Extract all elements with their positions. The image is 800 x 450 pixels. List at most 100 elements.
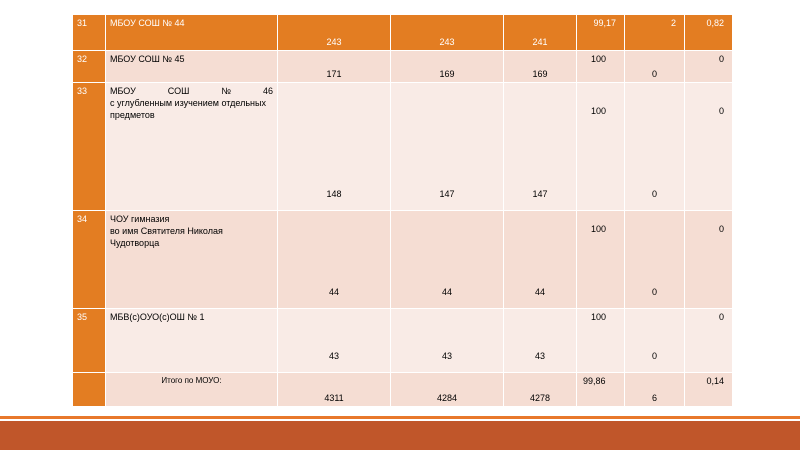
value-cell-6: 0 (684, 50, 733, 83)
value-cell-2: 43 (390, 308, 504, 373)
value-4: 100 (591, 224, 607, 234)
value-5: 2 (670, 18, 676, 28)
row-number-text: 35 (77, 312, 88, 322)
school-name-part: СОШ (167, 86, 190, 96)
school-name-part: № (221, 86, 231, 96)
value-6: 0,82 (706, 18, 724, 28)
footer-accent-line (0, 416, 800, 419)
value-cell-3: 44 (503, 210, 577, 309)
school-name: Чудотворца (110, 238, 160, 248)
value-1: 148 (326, 189, 342, 199)
value-5: 0 (651, 351, 657, 361)
school-name: ЧОУ гимназия (110, 214, 170, 224)
value-cell-1: 44 (277, 210, 391, 309)
value-1: 243 (326, 37, 342, 47)
value-cell-4: 100 (576, 50, 625, 83)
value-cell-2: 44 (390, 210, 504, 309)
school-name-cell: МБВ(с)ОУО(с)ОШ № 1 (105, 308, 278, 373)
value-cell-3: 169 (503, 50, 577, 83)
value-4: 99,17 (593, 18, 616, 28)
value-cell-3: 4278 (503, 372, 577, 407)
value-cell-5: 0 (624, 308, 685, 373)
table-row: 31 МБОУ СОШ № 44 243 243 241 99,17 2 0,8… (72, 14, 733, 51)
value-cell-2: 169 (390, 50, 504, 83)
total-label-cell: Итого по МОУО: (105, 372, 278, 407)
row-number: 34 (72, 210, 106, 309)
value-cell-5: 2 (624, 14, 685, 51)
value-2: 169 (439, 69, 455, 79)
row-number: 35 (72, 308, 106, 373)
school-name: МБВ(с)ОУО(с)ОШ № 1 (110, 312, 205, 322)
value-4: 99,86 (583, 376, 606, 386)
value-5: 0 (651, 69, 657, 79)
row-number-text: 33 (77, 86, 88, 96)
value-3: 147 (532, 189, 548, 199)
school-name-cell: ЧОУ гимназия во имя Святителя Николая Чу… (105, 210, 278, 309)
value-cell-5: 0 (624, 82, 685, 211)
value-cell-1: 148 (277, 82, 391, 211)
row-number-text: 34 (77, 214, 88, 224)
value-6: 0,14 (706, 376, 724, 386)
school-name-part: 46 (262, 86, 273, 96)
value-2: 243 (439, 37, 455, 47)
value-cell-1: 171 (277, 50, 391, 83)
school-name: предметов (110, 110, 155, 120)
school-name: МБОУ СОШ № 44 (110, 18, 185, 28)
row-number (72, 372, 106, 407)
row-number-text: 31 (77, 18, 88, 28)
row-number: 32 (72, 50, 106, 83)
school-name: МБОУ СОШ № 45 (110, 54, 185, 64)
value-1: 44 (328, 287, 339, 297)
row-number-text: 32 (77, 54, 88, 64)
table-row: 32 МБОУ СОШ № 45 171 169 169 100 0 0 (72, 50, 733, 83)
value-cell-1: 243 (277, 14, 391, 51)
school-name-part: МБОУ (110, 86, 136, 96)
value-cell-2: 147 (390, 82, 504, 211)
table-row: 34 ЧОУ гимназия во имя Святителя Николая… (72, 210, 733, 309)
value-1: 4311 (324, 393, 344, 403)
value-2: 147 (439, 189, 455, 199)
value-cell-5: 6 (624, 372, 685, 407)
value-6: 0 (718, 106, 724, 116)
school-name: во имя Святителя Николая (110, 226, 223, 236)
value-6: 0 (718, 54, 724, 64)
footer-bar (0, 421, 800, 450)
value-cell-6: 0,14 (684, 372, 733, 407)
value-6: 0 (718, 224, 724, 234)
value-2: 43 (441, 351, 452, 361)
value-cell-6: 0 (684, 82, 733, 211)
value-cell-6: 0 (684, 210, 733, 309)
value-cell-5: 0 (624, 50, 685, 83)
value-1: 171 (326, 69, 342, 79)
value-cell-6: 0,82 (684, 14, 733, 51)
value-6: 0 (718, 312, 724, 322)
results-table: 31 МБОУ СОШ № 44 243 243 241 99,17 2 0,8… (72, 14, 733, 407)
value-3: 44 (534, 287, 545, 297)
value-cell-3: 147 (503, 82, 577, 211)
value-5: 6 (651, 393, 657, 403)
value-cell-6: 0 (684, 308, 733, 373)
value-2: 4284 (436, 393, 458, 403)
value-3: 241 (532, 37, 548, 47)
value-cell-3: 241 (503, 14, 577, 51)
value-cell-1: 43 (277, 308, 391, 373)
school-name-first-line: МБОУ СОШ № 46 (110, 85, 273, 97)
value-cell-4: 99,17 (576, 14, 625, 51)
table-row: 33 МБОУ СОШ № 46 с углубленным изучением… (72, 82, 733, 211)
school-name-cell: МБОУ СОШ № 44 (105, 14, 278, 51)
value-4: 100 (591, 54, 607, 64)
value-2: 44 (441, 287, 452, 297)
value-1: 43 (328, 351, 339, 361)
row-number: 31 (72, 14, 106, 51)
value-cell-4: 100 (576, 308, 625, 373)
value-3: 169 (532, 69, 548, 79)
value-3: 4278 (529, 393, 551, 403)
row-number: 33 (72, 82, 106, 211)
school-name-cell: МБОУ СОШ № 46 с углубленным изучением от… (105, 82, 278, 211)
value-cell-2: 4284 (390, 372, 504, 407)
value-4: 100 (591, 106, 607, 116)
value-cell-2: 243 (390, 14, 504, 51)
results-table-container: 31 МБОУ СОШ № 44 243 243 241 99,17 2 0,8… (72, 14, 733, 407)
school-name-cell: МБОУ СОШ № 45 (105, 50, 278, 83)
value-3: 43 (534, 351, 545, 361)
